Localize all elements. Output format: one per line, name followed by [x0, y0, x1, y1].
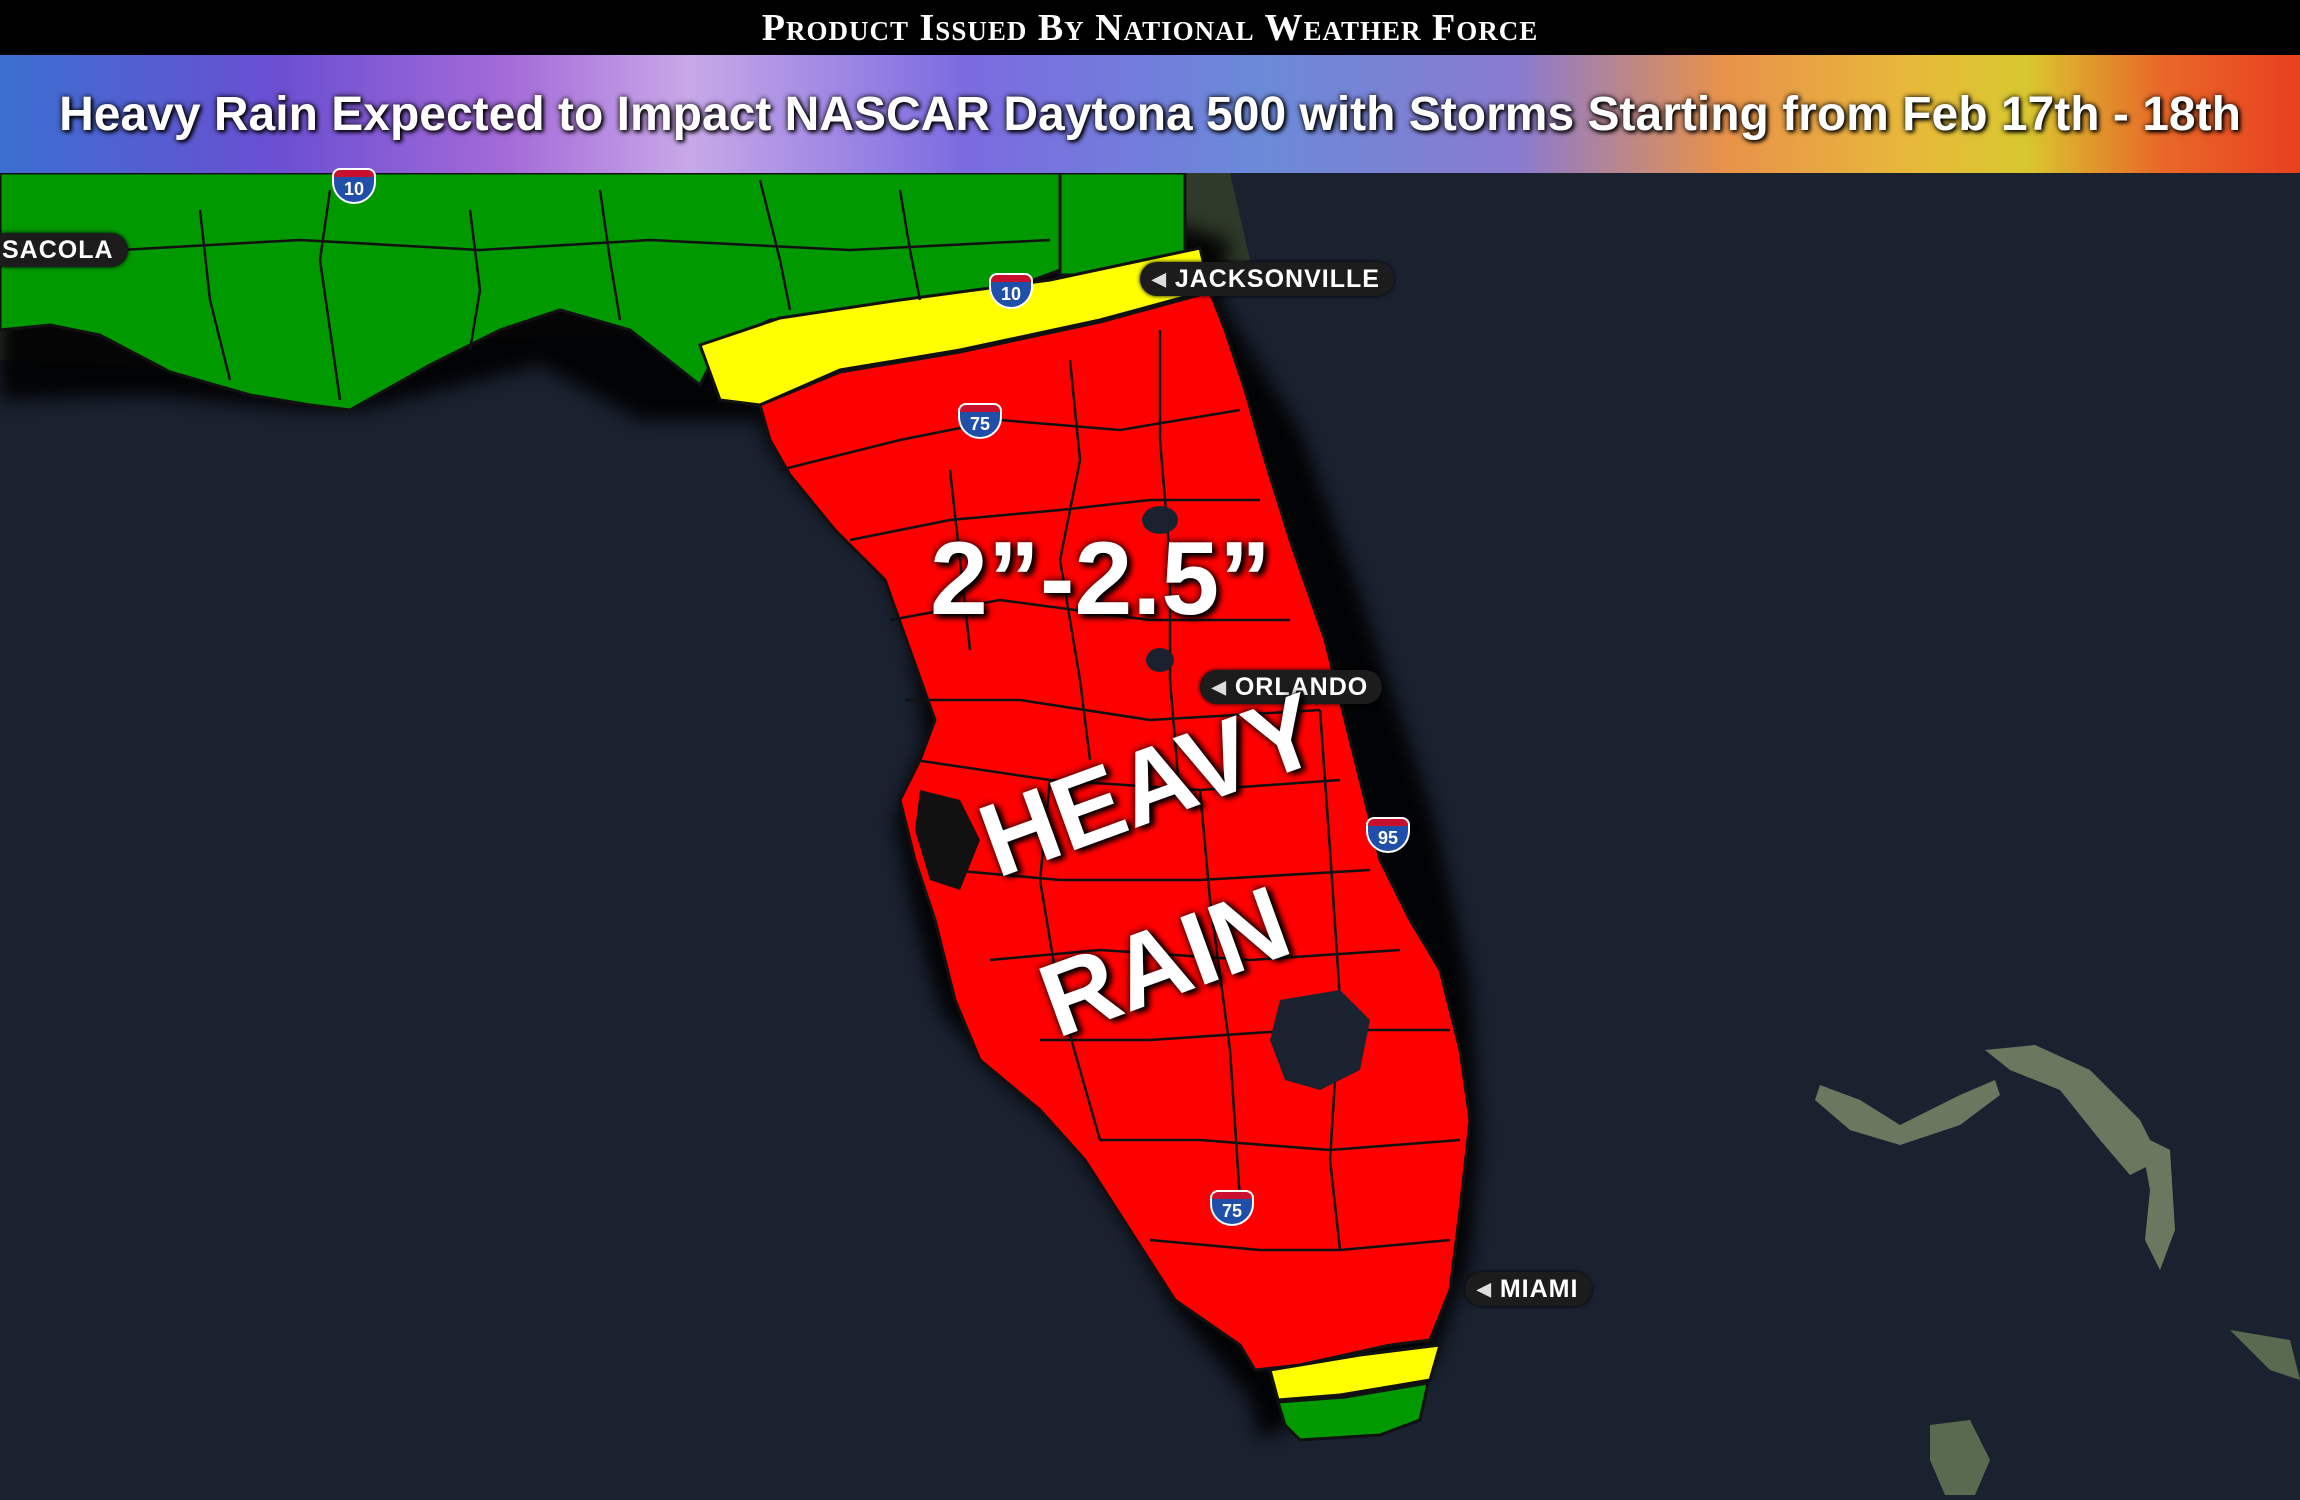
interstate-shield: 10	[332, 168, 376, 204]
bahamas-island	[2140, 1135, 2175, 1270]
heavy-rain-zone-peninsula	[758, 290, 1472, 1372]
light-rain-zone-south-tip	[1276, 1381, 1430, 1442]
lake	[1142, 506, 1178, 534]
marker-icon: ◀	[1477, 1278, 1492, 1299]
interstate-shield: 75	[958, 403, 1002, 439]
city-label-jacksonville: ◀ JACKSONVILLE	[1140, 262, 1394, 296]
bahamas-island	[1815, 1080, 2000, 1145]
moderate-rain-band-south	[1268, 1343, 1443, 1402]
marker-icon: ◀	[1212, 676, 1227, 697]
marker-icon: ◀	[1152, 268, 1167, 289]
city-label-miami: ◀ MIAMI	[1465, 1272, 1593, 1306]
tampa-bay	[915, 790, 980, 890]
issuer-text: Product Issued By National Weather Force	[761, 6, 1539, 49]
moderate-rain-band-north	[698, 246, 1212, 407]
bahamas-island	[1985, 1045, 2160, 1175]
interstate-shield: 10	[989, 273, 1033, 309]
headline-text: Heavy Rain Expected to Impact NASCAR Day…	[59, 87, 2241, 141]
interstate-shield: 95	[1366, 817, 1410, 853]
lake-okeechobee	[1270, 990, 1370, 1090]
lake	[1146, 648, 1174, 672]
bahamas-island	[2230, 1330, 2300, 1380]
headline-banner: Heavy Rain Expected to Impact NASCAR Day…	[0, 55, 2300, 173]
interstate-shield: 75	[1210, 1190, 1254, 1226]
bahamas-island	[1930, 1420, 1990, 1495]
issuer-bar: Product Issued By National Weather Force	[0, 0, 2300, 55]
florida-rain-map	[0, 173, 2300, 1500]
city-label-pensacola: SACOLA	[0, 233, 128, 267]
city-label-orlando: ◀ ORLANDO	[1200, 670, 1383, 704]
rainfall-amount-label: 2”-2.5”	[930, 521, 1272, 637]
